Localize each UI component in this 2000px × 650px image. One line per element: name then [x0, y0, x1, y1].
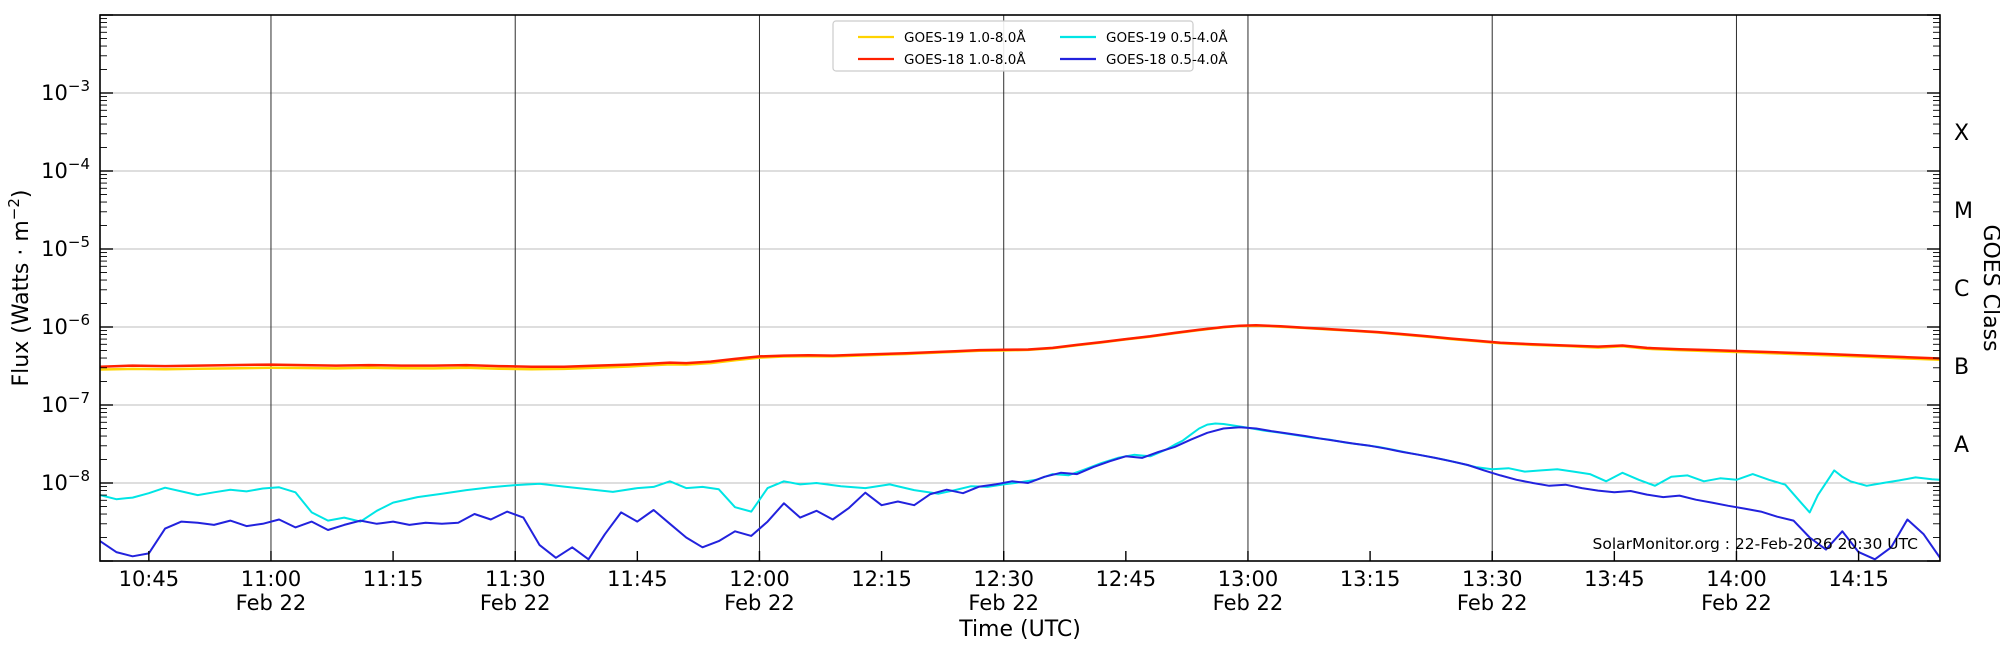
y-tick-label: 10−6 [41, 311, 90, 339]
x-tick-label: 11:45 [607, 567, 668, 591]
x-date-label: Feb 22 [480, 591, 551, 615]
watermark-text: SolarMonitor.org : 22-Feb-2026 20:30 UTC [1593, 535, 1918, 553]
x-tick-label: 11:30 [485, 567, 546, 591]
x-date-label: Feb 22 [724, 591, 795, 615]
x-tick-label: 13:00 [1218, 567, 1279, 591]
y-tick-label: 10−3 [41, 77, 90, 105]
legend-entry-label: GOES-19 0.5-4.0Å [1106, 29, 1228, 46]
goes-class-label-x: X [1954, 121, 1969, 146]
y-tick-label: 10−5 [41, 233, 90, 261]
goes-class-label-c: C [1954, 277, 1969, 302]
series-line-goes-18-0-5-4-0- [100, 426, 1940, 561]
y-axis-left-labels: 10−3 10−4 10−5 10−6 10−7 10−8 [41, 77, 90, 495]
x-axis-labels: 10:45 11:00 11:15 11:30 11:45 12:00 12:15 12:30… [119, 567, 1889, 615]
goes-class-label-b: B [1954, 355, 1969, 380]
legend-box [832, 20, 1194, 72]
legend: GOES-19 1.0-8.0Å GOES-18 1.0-8.0Å GOES-19 … [832, 20, 1228, 72]
plot-border [99, 14, 1941, 562]
y-tick-label: 10−4 [41, 155, 90, 183]
x-tick-label: 13:15 [1340, 567, 1401, 591]
x-tick-label: 11:00 [241, 567, 302, 591]
x-tick-label: 13:30 [1462, 567, 1523, 591]
series-line-goes-19-0-5-4-0- [100, 422, 1940, 523]
legend-entry-label: GOES-19 1.0-8.0Å [904, 29, 1026, 46]
legend-entry-label: GOES-18 0.5-4.0Å [1106, 51, 1228, 68]
x-tick-label: 11:15 [363, 567, 424, 591]
legend-entry-label: GOES-18 1.0-8.0Å [904, 51, 1026, 68]
series-line-goes-18-1-0-8-0- [100, 324, 1940, 368]
x-tick-label: 12:45 [1096, 567, 1157, 591]
x-tick-label: 12:30 [973, 567, 1034, 591]
x-date-label: Feb 22 [968, 591, 1039, 615]
goes-class-label-a: A [1954, 433, 1969, 458]
x-date-label: Feb 22 [1701, 591, 1772, 615]
x-axis-title: Time (UTC) [958, 617, 1081, 642]
x-tick-label: 14:00 [1706, 567, 1767, 591]
y-axis-title: Flux (Watts · m−2) [5, 190, 34, 387]
x-date-label: Feb 22 [236, 591, 307, 615]
x-tick-label: 10:45 [119, 567, 180, 591]
x-tick-label: 12:00 [729, 567, 790, 591]
x-date-label: Feb 22 [1457, 591, 1528, 615]
goes-class-label-m: M [1954, 199, 1973, 224]
x-date-label: Feb 22 [1213, 591, 1284, 615]
y-axis-right-labels: X M C B A [1954, 121, 1973, 458]
x-tick-label: 13:45 [1584, 567, 1645, 591]
right-axis-title: GOES Class [1978, 224, 2000, 351]
series-group [100, 324, 1940, 561]
x-tick-label: 14:15 [1828, 567, 1889, 591]
x-tick-label: 12:15 [851, 567, 912, 591]
y-tick-label: 10−8 [41, 467, 90, 495]
y-tick-label: 10−7 [41, 389, 90, 417]
axis-ticks [100, 14, 1940, 562]
